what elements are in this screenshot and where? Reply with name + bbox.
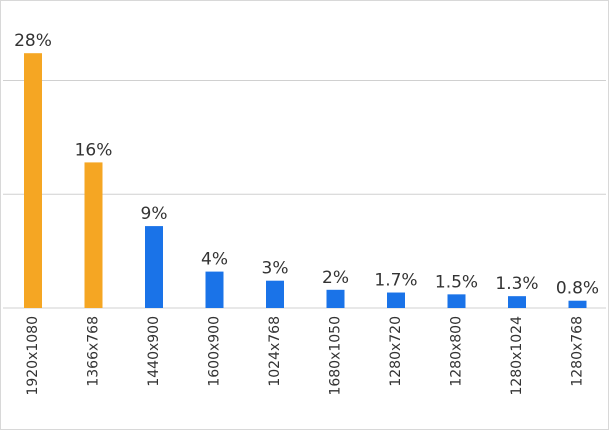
value-label: 3%	[262, 259, 289, 279]
value-label: 0.8%	[556, 279, 599, 299]
bar	[145, 226, 163, 308]
value-label: 16%	[75, 140, 113, 160]
value-label: 9%	[141, 204, 168, 224]
x-tick-label: 1920x1080	[25, 316, 41, 396]
value-label: 2%	[322, 268, 349, 288]
x-tick-label: 1600x900	[207, 316, 223, 387]
x-tick-label: 1680x1050	[328, 316, 344, 396]
bar	[24, 53, 42, 309]
x-tick-label: 1280x720	[388, 316, 404, 387]
bar	[508, 296, 526, 308]
bar	[84, 162, 103, 308]
x-tick-label: 1280x1024	[509, 316, 525, 396]
value-label: 28%	[14, 31, 52, 51]
bar	[447, 294, 466, 308]
x-tick-label: 1366x768	[86, 316, 102, 387]
value-label: 4%	[201, 250, 228, 270]
bar	[568, 300, 587, 308]
x-tick-label: 1440x900	[146, 316, 162, 387]
value-label: 1.7%	[374, 271, 417, 291]
x-tick-label: 1280x768	[570, 316, 586, 387]
bar	[326, 289, 345, 308]
x-tick-label: 1024x768	[267, 316, 283, 387]
bar	[266, 280, 284, 308]
bar	[387, 292, 405, 308]
bar	[205, 271, 224, 308]
value-label: 1.3%	[495, 274, 538, 294]
value-label: 1.5%	[435, 272, 478, 292]
x-tick-label: 1280x800	[449, 316, 465, 387]
